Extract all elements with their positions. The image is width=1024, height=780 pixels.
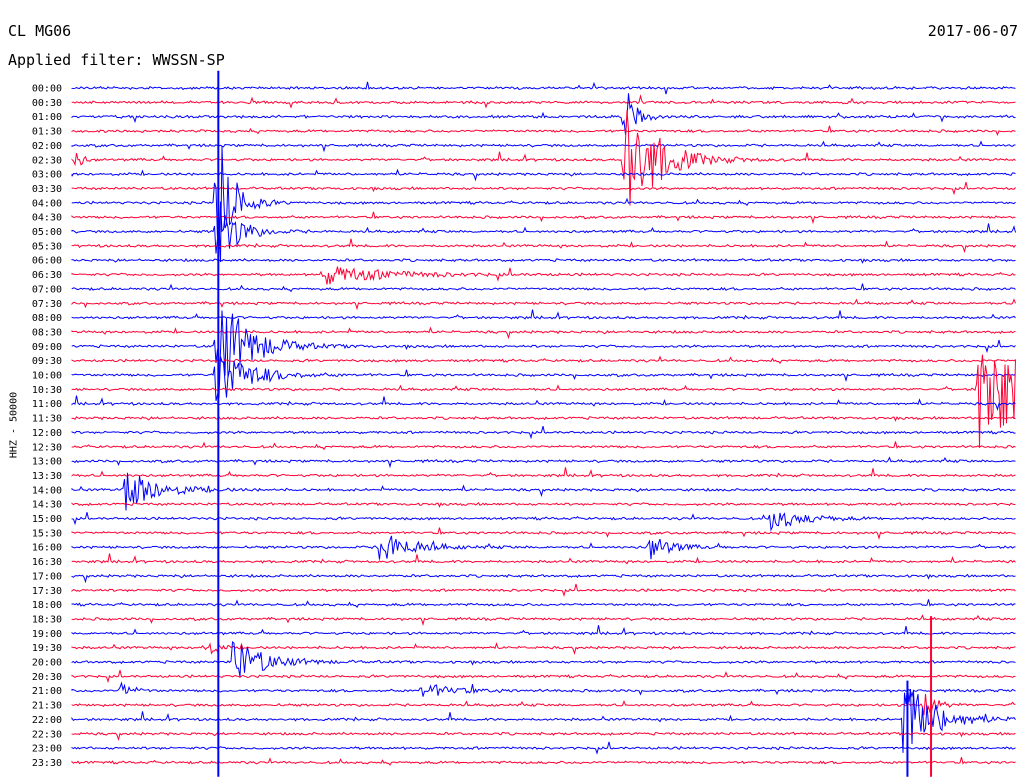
trace-line [71, 693, 1016, 716]
trace-line [71, 81, 1016, 95]
trace-line [71, 146, 1016, 262]
row-time-label: 16:00 [32, 543, 62, 554]
row-time-label: 20:00 [32, 658, 62, 669]
trace-line [71, 472, 1016, 511]
trace-line [71, 395, 1016, 412]
row-time-label: 10:00 [32, 371, 62, 382]
row-time-label: 17:00 [32, 571, 62, 582]
row-time-label: 06:30 [32, 270, 62, 281]
trace-line [71, 535, 1016, 560]
row-time-label: 07:30 [32, 299, 62, 310]
row-time-label: 14:00 [32, 485, 62, 496]
row-time-label: 05:00 [32, 227, 62, 238]
trace-line [71, 685, 1016, 753]
row-time-label: 13:00 [32, 457, 62, 468]
row-time-label: 06:00 [32, 256, 62, 267]
trace-line [71, 614, 1016, 627]
station-label: CL MG06 [8, 22, 72, 40]
trace-line [71, 757, 1016, 766]
trace-line [71, 354, 1016, 447]
trace-line [71, 512, 1016, 532]
trace-line [71, 625, 1016, 636]
row-time-label: 19:30 [32, 643, 62, 654]
trace-line [71, 283, 1016, 293]
trace-line [71, 258, 1016, 264]
trace-line [71, 125, 1016, 137]
row-time-label: 12:30 [32, 442, 62, 453]
trace-line [71, 527, 1016, 540]
trace-line [71, 741, 1016, 755]
row-time-label: 00:30 [32, 98, 62, 109]
row-time-label: 07:00 [32, 284, 62, 295]
row-time-label: 14:30 [32, 500, 62, 511]
trace-line [71, 583, 1016, 598]
row-time-label: 08:30 [32, 327, 62, 338]
trace-line [71, 140, 1016, 153]
row-time-label: 23:30 [32, 758, 62, 769]
trace-line [71, 731, 1016, 742]
trace-line [71, 326, 1016, 340]
trace-line [71, 599, 1016, 608]
row-time-label: 22:00 [32, 715, 62, 726]
trace-line [71, 640, 1016, 677]
trace-line [71, 467, 1016, 478]
trace-line [71, 426, 1016, 440]
trace-line [71, 573, 1016, 584]
row-time-label: 17:30 [32, 586, 62, 597]
trace-line [71, 266, 1016, 285]
trace-line [71, 456, 1016, 469]
row-time-label: 18:30 [32, 614, 62, 625]
row-time-label: 11:30 [32, 414, 62, 425]
date-label: 2017-06-07 [927, 22, 1018, 40]
row-time-label: 01:00 [32, 112, 62, 123]
trace-line [71, 356, 1016, 401]
trace-line [71, 681, 1016, 698]
row-time-label: 10:30 [32, 385, 62, 396]
row-time-label: 18:00 [32, 600, 62, 611]
trace-line [71, 355, 1016, 364]
row-time-label: 16:30 [32, 557, 62, 568]
filter-label: Applied filter: WWSSN-SP [8, 51, 225, 69]
row-time-label: 09:00 [32, 342, 62, 353]
row-time-label: 13:30 [32, 471, 62, 482]
row-time-label: 03:30 [32, 184, 62, 195]
row-time-label: 21:30 [32, 701, 62, 712]
row-time-label: 02:00 [32, 141, 62, 152]
row-time-label: 04:00 [32, 198, 62, 209]
trace-line [71, 298, 1016, 311]
trace-line [71, 415, 1016, 422]
trace-line [71, 211, 1016, 225]
row-time-label: 12:00 [32, 428, 62, 439]
trace-line [71, 110, 1016, 206]
row-time-label: 20:30 [32, 672, 62, 683]
trace-line [71, 501, 1016, 508]
row-time-label: 21:00 [32, 686, 62, 697]
trace-line [71, 441, 1016, 451]
row-time-label: 11:00 [32, 399, 62, 410]
trace-line [71, 238, 1016, 254]
row-time-label: 19:00 [32, 629, 62, 640]
trace-line [71, 669, 1016, 684]
row-time-label: 22:30 [32, 729, 62, 740]
trace-line [71, 168, 1016, 182]
trace-line [71, 309, 1016, 320]
trace-line [71, 93, 1016, 109]
row-time-label: 01:30 [32, 127, 62, 138]
row-time-label: 03:00 [32, 170, 62, 181]
row-time-label: 15:00 [32, 514, 62, 525]
trace-line [71, 93, 1016, 135]
trace-line [71, 553, 1016, 565]
row-time-label: 00:00 [32, 84, 62, 95]
row-time-label: 15:30 [32, 528, 62, 539]
row-time-label: 23:00 [32, 744, 62, 755]
trace-line [71, 201, 1016, 254]
row-time-label: 05:30 [32, 241, 62, 252]
trace-line [71, 642, 1016, 655]
row-time-label: 02:30 [32, 155, 62, 166]
row-time-label: 08:00 [32, 313, 62, 324]
row-time-label: 04:30 [32, 213, 62, 224]
row-time-label: 09:30 [32, 356, 62, 367]
